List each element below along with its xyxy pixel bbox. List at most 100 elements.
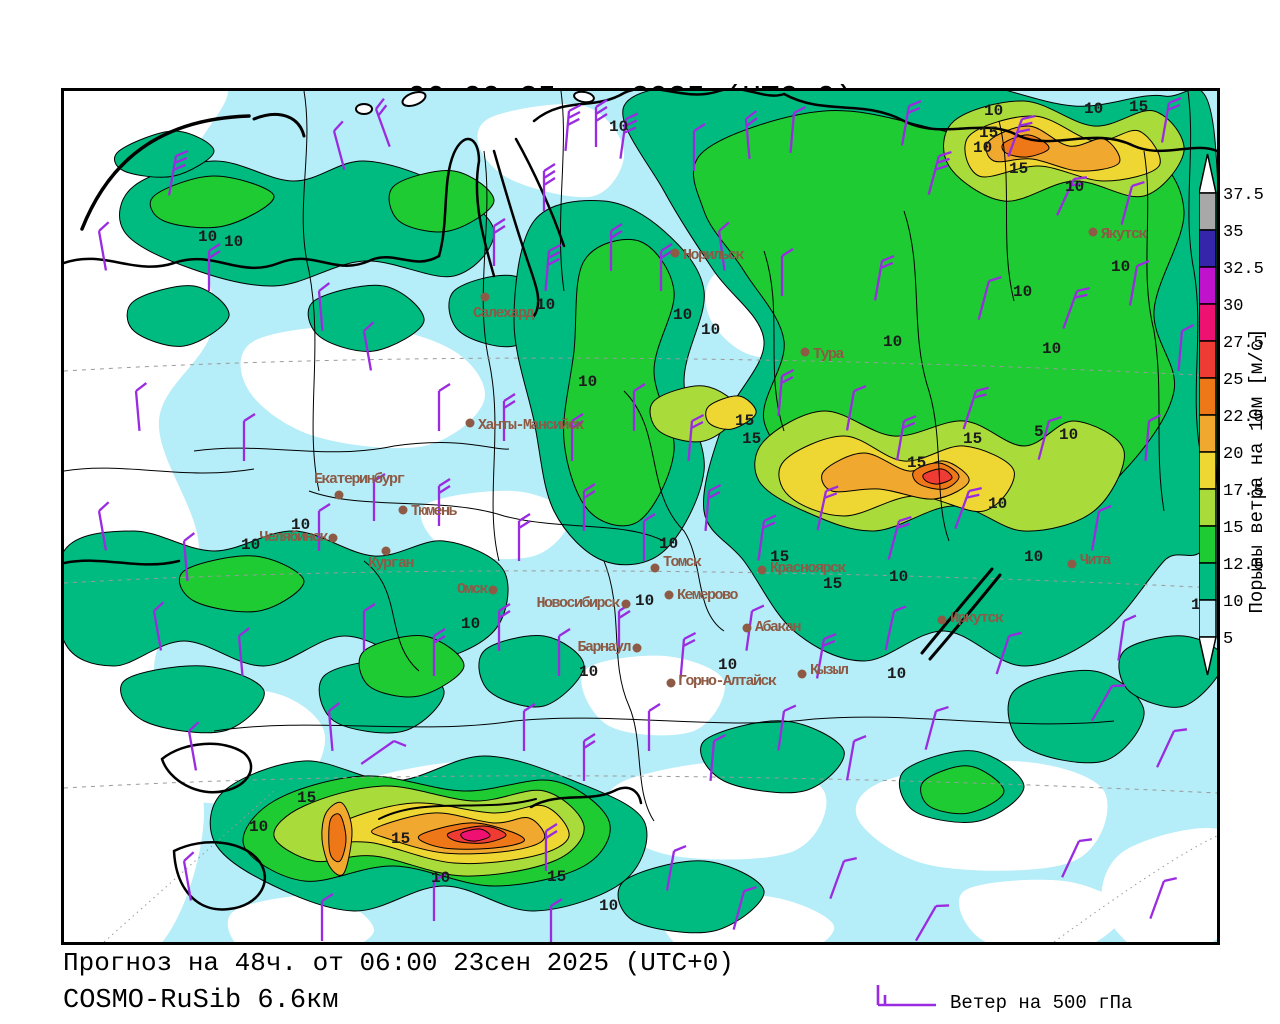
colorbar-tick-label: 27.5	[1223, 334, 1264, 353]
contour-label: 10	[659, 535, 678, 553]
contour-label: 15	[1009, 160, 1028, 178]
contour-label: 10	[635, 592, 654, 610]
city-label: Барнаул	[577, 639, 630, 656]
city-label: Горно-Алтайск	[678, 673, 777, 690]
city-marker	[1067, 559, 1077, 569]
contour-label: 15	[770, 548, 789, 566]
contour-label: 10	[883, 333, 902, 351]
city-marker	[666, 678, 676, 688]
colorbar-tick-label: 22.5	[1223, 408, 1264, 427]
contour-label: 15	[823, 575, 842, 593]
colorbar: 37.5 35 32.5 30 27.5 25 22.5 20 17.5 15 12.5 10 5	[1199, 153, 1264, 676]
city-marker	[328, 533, 338, 543]
contour-label: 15	[979, 124, 998, 142]
city-marker	[621, 599, 631, 609]
city-label: Екатеринбург	[314, 471, 405, 488]
city-marker	[800, 347, 810, 357]
contour-label: 10	[1065, 178, 1084, 196]
contour-label: 10	[1042, 340, 1061, 358]
city-marker	[797, 669, 807, 679]
city-label: Норильск	[683, 247, 745, 264]
contour-label: 10	[701, 321, 720, 339]
colorbar-tick-label: 32.5	[1223, 260, 1264, 279]
colorbar-tick-label: 30	[1223, 297, 1243, 316]
contour-label: 10	[1024, 548, 1043, 566]
contour-label: 15	[963, 430, 982, 448]
contour-label: 15	[547, 868, 566, 886]
contour-label: 10	[1059, 426, 1078, 444]
contour-label: 10	[609, 118, 628, 136]
city-marker	[664, 590, 674, 600]
city-label: Кемерово	[677, 587, 739, 604]
contour-label: 15	[735, 412, 754, 430]
city-label: Новосибирск	[536, 595, 620, 612]
city-label: Томск	[663, 554, 702, 571]
city-label: Чита	[1080, 552, 1112, 569]
contour-label: 15	[297, 789, 316, 807]
city-marker	[465, 418, 475, 428]
contour-label: 15	[742, 430, 761, 448]
colorbar-tick-label: 17.5	[1223, 482, 1264, 501]
city-label: Тюмень	[411, 503, 458, 520]
contour-label: 10	[536, 296, 555, 314]
city-marker	[480, 292, 490, 302]
city-marker	[381, 546, 391, 556]
colorbar-tick-label: 25	[1223, 371, 1243, 390]
city-marker	[757, 565, 767, 575]
model-name-text: COSMO-RuSib 6.6км	[63, 986, 339, 1016]
contour-label: 15	[391, 830, 410, 848]
contour-label: 10	[431, 869, 450, 887]
contour-label: 10	[984, 102, 1003, 120]
contour-label: 10	[718, 656, 737, 674]
contour-label: 10	[988, 495, 1007, 513]
city-label: Челябинск	[259, 529, 328, 546]
contour-label: 10	[198, 228, 217, 246]
forecast-lead-text: Прогноз на 48ч. от 06:00 23сен 2025 (UTC…	[63, 948, 734, 978]
wind-legend-label: Ветер на 500 гПа	[950, 992, 1133, 1014]
city-label: Красноярск	[770, 560, 847, 577]
colorbar-axis-title: Порывы ветра на 10м [м/с]	[1246, 328, 1268, 614]
city-marker	[742, 623, 752, 633]
weather-map: 10 10 10 15 15 10 15 10 10 10 10 10 10 10 10 10 10 10 10 10…	[61, 88, 1220, 945]
contour-label: 5	[1034, 423, 1044, 441]
contour-label: 10	[224, 233, 243, 251]
city-marker	[650, 563, 660, 573]
colorbar-tick-label: 37.5	[1223, 186, 1264, 205]
city-label: Кызыл	[810, 662, 848, 679]
city-label: Салехард	[473, 305, 535, 322]
contour-label: 15	[1129, 98, 1148, 116]
colorbar-tick-label: 35	[1223, 223, 1243, 242]
contour-label: 10	[889, 568, 908, 586]
contour-label: 10	[887, 665, 906, 683]
city-label: Омск	[457, 581, 489, 598]
city-label: Курган	[368, 555, 414, 572]
contour-label: 10	[461, 615, 480, 633]
city-label: Абакан	[755, 619, 801, 636]
colorbar-tick-label: 15	[1223, 519, 1243, 538]
contour-label: 10	[241, 536, 260, 554]
contour-label: 15	[907, 454, 926, 472]
city-marker	[488, 585, 498, 595]
contour-label: 10	[673, 306, 692, 324]
city-marker	[1088, 227, 1098, 237]
contour-label: 10	[578, 373, 597, 391]
city-marker	[937, 615, 947, 625]
contour-label: 10	[291, 516, 310, 534]
contour-label: 10	[1111, 258, 1130, 276]
colorbar-tick-label: 5	[1223, 630, 1233, 649]
contour-label: 10	[1084, 100, 1103, 118]
city-label: Иркутск	[950, 610, 1004, 627]
city-label: Тура	[813, 346, 845, 363]
city-label: Ханты-Мансийск	[478, 417, 585, 434]
colorbar-tick-label: 12.5	[1223, 556, 1264, 575]
city-marker	[670, 248, 680, 258]
contour-label: 10	[599, 897, 618, 915]
city-marker	[334, 490, 344, 500]
contour-label: 10	[579, 663, 598, 681]
colorbar-tick-label: 10	[1223, 593, 1243, 612]
contour-label: 10	[1013, 283, 1032, 301]
city-marker	[632, 643, 642, 653]
city-marker	[398, 505, 408, 515]
